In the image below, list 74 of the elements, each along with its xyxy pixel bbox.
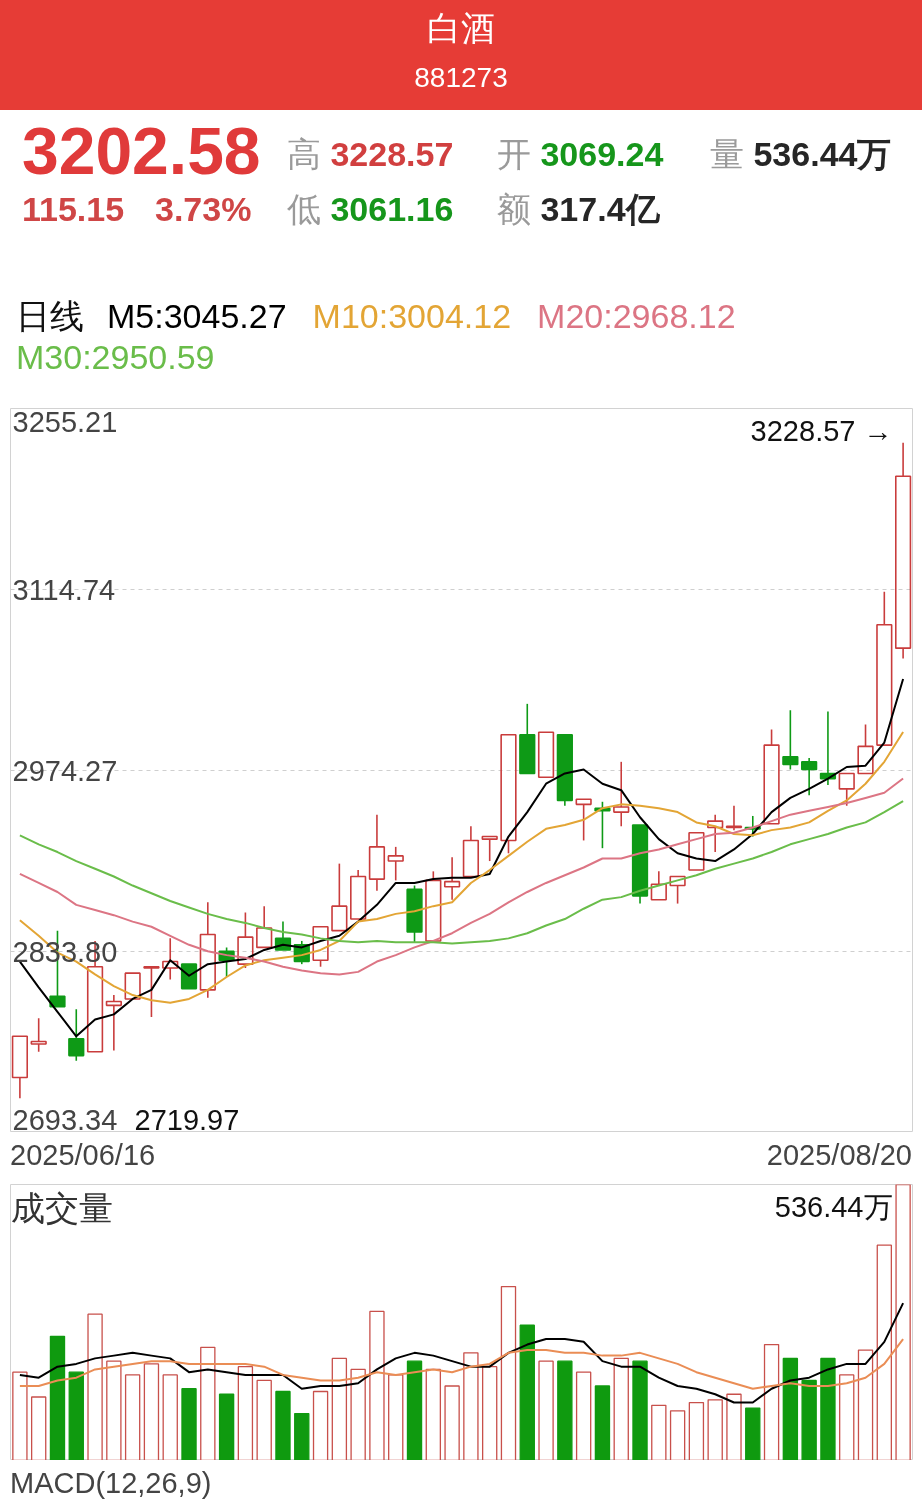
y-tick-label: 2974.27 xyxy=(12,754,118,787)
text: 高 3228.57 xyxy=(287,135,454,173)
bar xyxy=(688,1401,705,1460)
bar xyxy=(444,1385,460,1460)
y-tick-label: 3255.21 xyxy=(12,405,118,438)
text: 2025/08/20 xyxy=(766,1138,912,1173)
bar xyxy=(124,1374,141,1460)
bar xyxy=(726,1393,742,1460)
legend-title: 日线 xyxy=(16,297,84,335)
bar xyxy=(12,1371,28,1460)
bar xyxy=(500,1285,517,1460)
bar xyxy=(651,1404,667,1460)
bar xyxy=(162,1374,178,1460)
bar xyxy=(425,1368,442,1460)
bar xyxy=(256,1379,272,1460)
bar xyxy=(519,1324,535,1460)
bar xyxy=(30,1396,47,1460)
text: M5:3045.27 xyxy=(107,296,287,337)
annotation: 536.44万 xyxy=(774,1190,893,1223)
bar xyxy=(669,1410,686,1460)
annotation: 3228.57 → xyxy=(750,414,893,447)
bar xyxy=(613,1357,629,1460)
bar xyxy=(237,1366,254,1460)
bar xyxy=(369,1310,385,1460)
text: 白酒 xyxy=(426,8,496,49)
text: 低 3061.16 xyxy=(287,190,454,228)
bar xyxy=(575,1371,592,1460)
bar xyxy=(632,1360,648,1460)
bar xyxy=(463,1352,479,1460)
bar xyxy=(895,1184,911,1460)
bar xyxy=(331,1357,348,1460)
text: 3.73% xyxy=(155,190,252,228)
bar xyxy=(538,1360,554,1460)
bar xyxy=(181,1388,197,1460)
bar xyxy=(294,1412,310,1460)
text: 量 536.44万 xyxy=(710,135,892,173)
bar xyxy=(557,1360,573,1460)
bar xyxy=(218,1393,235,1460)
text: M10:3004.12 xyxy=(312,296,512,337)
bar xyxy=(312,1390,329,1460)
bar xyxy=(481,1366,498,1460)
bar xyxy=(350,1368,366,1460)
bar xyxy=(406,1360,423,1460)
text: MACD(12,26,9) xyxy=(10,1466,212,1501)
bar xyxy=(782,1357,799,1460)
bar xyxy=(763,1343,780,1460)
bar xyxy=(200,1346,216,1460)
bar xyxy=(388,1374,404,1460)
y-tick-label: 2693.34 xyxy=(12,1103,118,1136)
bar xyxy=(801,1379,817,1460)
y-tick-label: 3114.74 xyxy=(12,573,116,606)
bar xyxy=(275,1390,291,1460)
text: 2025/06/16 xyxy=(10,1138,156,1173)
text: M20:2968.12 xyxy=(537,296,736,337)
annotation: 2719.97 xyxy=(134,1103,240,1136)
bar xyxy=(68,1371,84,1460)
bar xyxy=(106,1360,122,1460)
text: 开 3069.24 xyxy=(497,135,664,173)
bar xyxy=(707,1399,723,1460)
text: 额 317.4亿 xyxy=(497,190,660,228)
bar xyxy=(820,1357,836,1460)
bar xyxy=(839,1374,855,1460)
bar xyxy=(87,1313,103,1460)
text: 115.15 xyxy=(22,190,125,228)
bar xyxy=(49,1335,66,1460)
text: 3202.58 xyxy=(22,114,261,188)
text: 881273 xyxy=(413,61,509,95)
bar xyxy=(876,1244,893,1460)
chart-title: 成交量 xyxy=(10,1188,113,1227)
bar xyxy=(857,1349,874,1460)
text: M30:2950.59 xyxy=(16,337,215,378)
bar xyxy=(745,1407,761,1460)
bar xyxy=(594,1385,611,1460)
bar xyxy=(143,1363,160,1460)
